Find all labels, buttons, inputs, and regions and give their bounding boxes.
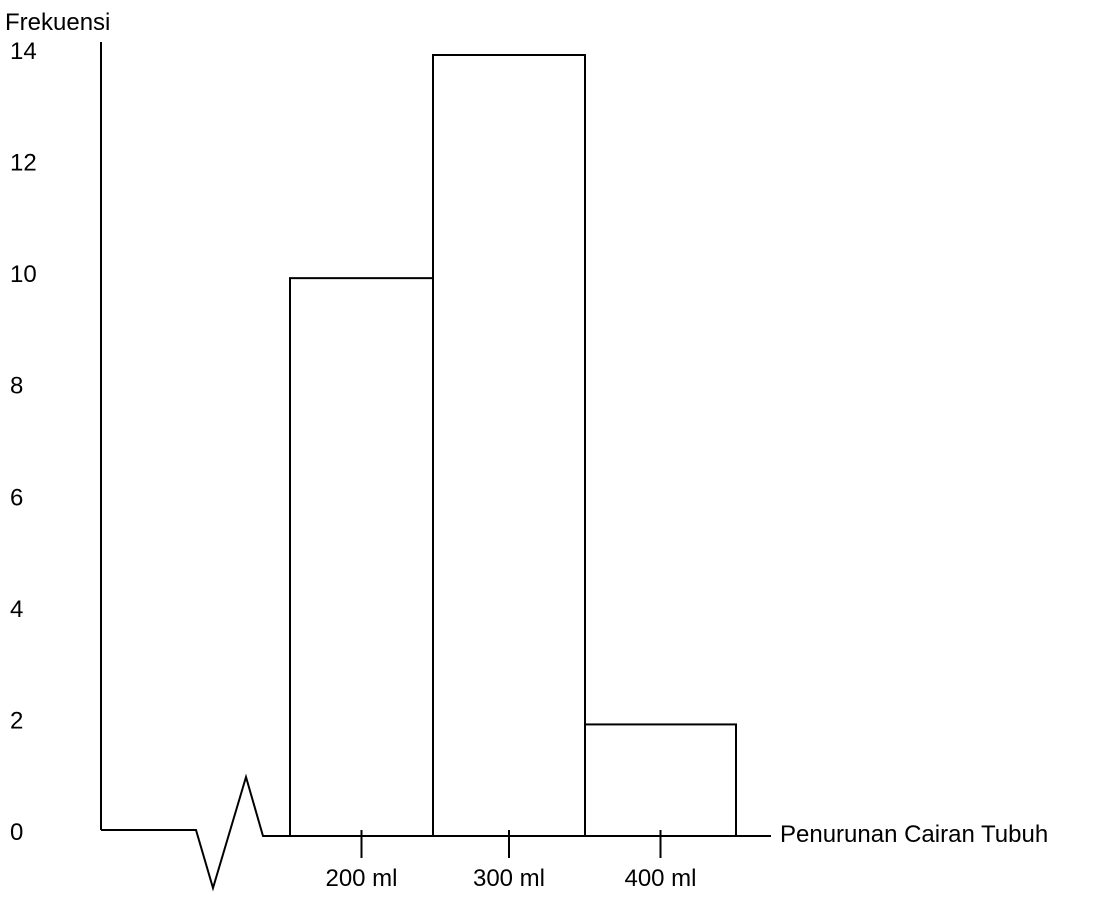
- bars-group: [289, 54, 737, 838]
- bar: [584, 723, 737, 838]
- y-tick-label: 14: [10, 38, 37, 65]
- y-tick-label: 0: [10, 819, 23, 846]
- y-axis-label: Frekuensi: [5, 9, 110, 36]
- bar: [289, 277, 434, 837]
- y-tick-label: 12: [10, 150, 37, 177]
- y-tick-labels: 0 2 4 6 8 10 12 14: [10, 38, 37, 846]
- x-tick-label: 200 ml: [325, 865, 397, 892]
- x-tick-label: 300 ml: [473, 865, 545, 892]
- y-tick-label: 2: [10, 707, 23, 734]
- x-tick-label: 400 ml: [624, 865, 696, 892]
- x-tick-group: 200 ml 300 ml 400 ml: [325, 830, 697, 892]
- y-tick-label: 6: [10, 484, 23, 511]
- y-tick-label: 8: [10, 373, 23, 400]
- y-tick-label: 4: [10, 596, 23, 623]
- bar: [432, 54, 586, 837]
- x-axis-label: Penurunan Cairan Tubuh: [780, 821, 1048, 848]
- y-tick-label: 10: [10, 261, 37, 288]
